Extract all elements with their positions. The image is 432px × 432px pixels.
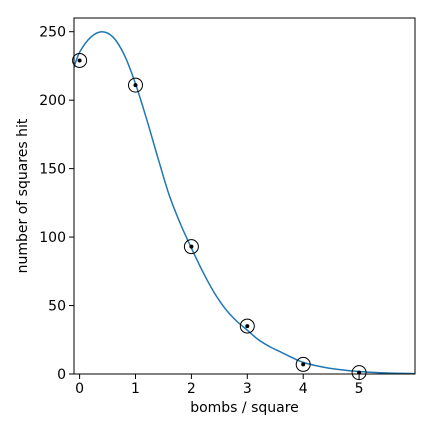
y-tick-label: 250 bbox=[39, 25, 66, 41]
x-tick-label: 5 bbox=[355, 381, 364, 397]
data-point-dot bbox=[133, 83, 138, 88]
x-tick-label: 2 bbox=[187, 381, 196, 397]
x-tick-label: 4 bbox=[299, 381, 308, 397]
data-point-dot bbox=[77, 58, 82, 63]
data-point-dot bbox=[245, 324, 250, 329]
fitted-curve-layer bbox=[74, 30, 415, 374]
data-point-ring bbox=[351, 365, 367, 381]
data-point-dot bbox=[189, 244, 194, 249]
plot-frame bbox=[73, 17, 416, 375]
x-tick-label: 1 bbox=[131, 381, 140, 397]
y-tick-label: 50 bbox=[48, 299, 66, 315]
data-point-ring bbox=[127, 77, 143, 93]
y-axis-label: number of squares hit bbox=[15, 118, 31, 273]
data-point-dot bbox=[301, 362, 306, 367]
y-tick-label: 150 bbox=[39, 162, 66, 178]
y-tick-label: 100 bbox=[39, 230, 66, 246]
data-point bbox=[239, 318, 255, 334]
y-tick-label: 0 bbox=[57, 367, 66, 383]
x-axis-label: bombs / square bbox=[190, 400, 299, 416]
y-axis-ticks: 0 50 100 150 200 250 bbox=[39, 25, 74, 383]
x-tick-label: 3 bbox=[243, 381, 252, 397]
data-point-ring bbox=[183, 239, 199, 255]
data-point-ring bbox=[72, 52, 88, 68]
data-point-ring bbox=[295, 356, 311, 372]
data-point bbox=[127, 77, 143, 93]
y-tick-label: 200 bbox=[39, 93, 66, 109]
fitted-curve-line bbox=[74, 30, 415, 374]
data-point bbox=[72, 52, 88, 68]
data-point-ring bbox=[239, 318, 255, 334]
x-axis-ticks: 0 1 2 3 4 5 bbox=[75, 374, 364, 397]
x-tick-label: 0 bbox=[75, 381, 84, 397]
data-point bbox=[183, 239, 199, 255]
data-point bbox=[295, 356, 311, 372]
data-points-layer bbox=[72, 52, 367, 381]
